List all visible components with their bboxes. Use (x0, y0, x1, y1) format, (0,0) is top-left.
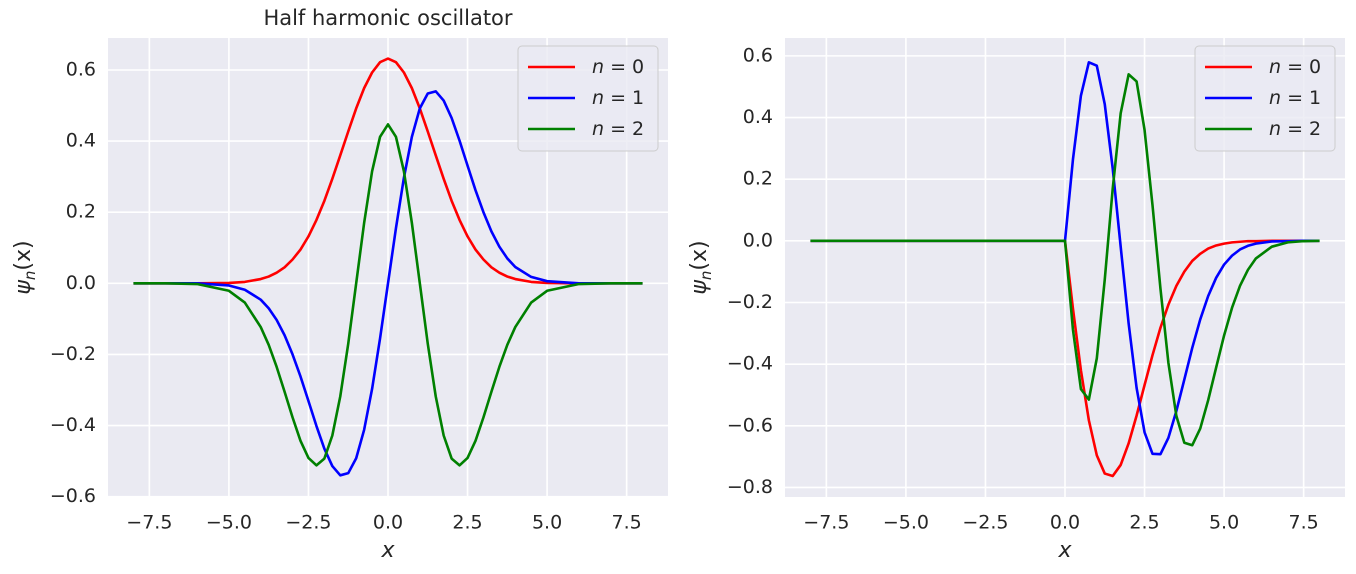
x-tick-label: −2.5 (285, 512, 331, 534)
legend-label: n = 1 (1269, 87, 1321, 109)
y-axis-label: ψn(x) (11, 240, 39, 294)
subplot: −7.5 −5.0 −2.5 0.0 2.5 5.0 7.5 −0.8 −0.6 −0.4 −0.2… (687, 38, 1345, 563)
x-tick-label: −5.0 (206, 512, 252, 534)
y-tick-label: 0.6 (66, 58, 96, 80)
x-tick-label: 0.0 (1050, 512, 1080, 534)
series-line (810, 73, 1320, 447)
x-tick-label: 7.5 (1289, 512, 1319, 534)
y-tick-label: 0.4 (66, 130, 96, 152)
x-tick-label: −2.5 (962, 512, 1008, 534)
x-tick-label: 0.0 (373, 512, 403, 534)
legend-label: n = 2 (1269, 118, 1321, 140)
y-tick-label: −0.4 (727, 353, 773, 375)
y-tick-label: −0.6 (50, 485, 96, 507)
y-tick-label: 0.2 (743, 168, 773, 190)
subplot: −7.5 −5.0 −2.5 0.0 2.5 5.0 7.5 −0.6 −0.4 −0.2 0.0 0… (11, 6, 668, 563)
y-tick-label: −0.8 (727, 476, 773, 498)
x-tick-label: 2.5 (1129, 512, 1159, 534)
series-line (133, 57, 643, 285)
y-tick-label: 0.0 (66, 272, 96, 294)
y-tick-label: −0.4 (50, 414, 96, 436)
x-tick-label: 2.5 (452, 512, 482, 534)
legend: n = 0 n = 1 n = 2 (517, 45, 659, 152)
series-line (810, 61, 1320, 456)
series-line (810, 239, 1320, 478)
legend: n = 0 n = 1 n = 2 (1194, 45, 1336, 152)
series-line (133, 90, 643, 477)
x-tick-label: 7.5 (612, 512, 642, 534)
y-tick-label: −0.2 (50, 343, 96, 365)
y-tick-label: −0.6 (727, 414, 773, 436)
legend-label: n = 2 (592, 118, 644, 140)
y-tick-label: −0.2 (727, 291, 773, 313)
x-tick-label: −7.5 (803, 512, 849, 534)
y-axis-label: ψn(x) (687, 240, 715, 294)
x-axis-label: x (1057, 538, 1072, 563)
legend-box (1194, 45, 1336, 152)
series-line (133, 123, 643, 467)
legend-label: n = 0 (1269, 56, 1321, 78)
x-tick-label: −7.5 (126, 512, 172, 534)
x-tick-label: −5.0 (883, 512, 929, 534)
y-tick-label: 0.4 (743, 106, 773, 128)
x-tick-label: 5.0 (532, 512, 562, 534)
y-tick-label: 0.6 (743, 44, 773, 66)
y-tick-label: 0.0 (743, 229, 773, 251)
legend-label: n = 1 (592, 87, 644, 109)
legend-label: n = 0 (592, 56, 644, 78)
legend-box (517, 45, 659, 152)
chart-title: Half harmonic oscillator (263, 6, 512, 30)
x-axis-label: x (380, 538, 395, 563)
y-tick-label: 0.2 (66, 201, 96, 223)
x-tick-label: 5.0 (1209, 512, 1239, 534)
